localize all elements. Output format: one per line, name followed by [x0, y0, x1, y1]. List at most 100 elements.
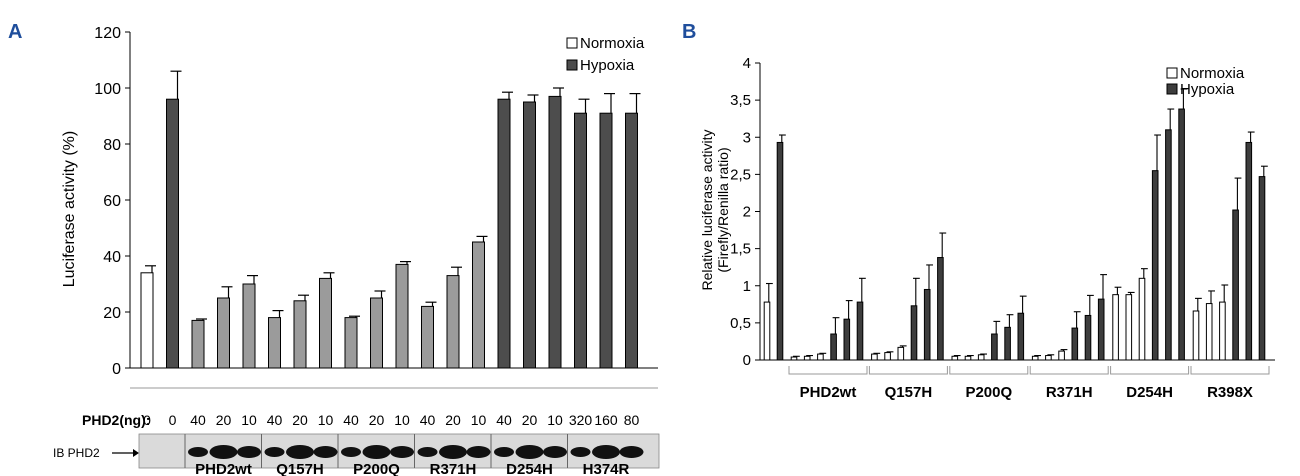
group-label-b: R371H [1046, 384, 1093, 401]
group-label-a: R371H [430, 461, 477, 476]
bar-b [991, 333, 998, 361]
bar-b [803, 355, 811, 361]
bar-b [1192, 310, 1200, 361]
bar-b [763, 301, 771, 361]
y-tick-label-b: 4 [743, 55, 751, 72]
group-label-b: D254H [1126, 384, 1173, 401]
bar-b [1232, 209, 1239, 361]
dose-label: 20 [369, 412, 385, 428]
dose-label: 20 [522, 412, 538, 428]
y-tick-label-a: 20 [103, 305, 121, 322]
western-blot-strip [138, 433, 660, 469]
group-label-a: D254H [506, 461, 553, 476]
blot-band [466, 446, 491, 458]
bar-b [871, 353, 878, 361]
bar-b [884, 352, 891, 361]
group-bracket-b [1110, 366, 1190, 375]
dose-label: 10 [471, 412, 487, 428]
legend-label-hypoxia-b: Hypoxia [1180, 81, 1235, 98]
dose-label: 0 [143, 412, 151, 428]
bar-b [1219, 301, 1226, 361]
y-axis-label-b: Relative luciferase activity [699, 129, 715, 290]
y-tick-label-a: 0 [112, 361, 121, 378]
y-tick-label-b: 1,5 [730, 241, 751, 258]
bar-b [964, 355, 972, 361]
bar-b [1031, 355, 1039, 361]
blot-band [264, 447, 285, 457]
blot-band [417, 447, 438, 457]
blot-band [494, 447, 514, 457]
panel-letter-b: B [682, 21, 696, 43]
dose-label: 40 [496, 412, 512, 428]
y-tick-label-b: 2,5 [730, 166, 751, 183]
bar-b [977, 354, 985, 361]
bar-b [897, 346, 905, 361]
panel-letter-a: A [8, 21, 22, 43]
blot-band [237, 446, 261, 458]
blot-band [209, 445, 238, 459]
group-labels-b: PHD2wt Q157H P200Q R371H D254H R398X [788, 366, 1270, 401]
bar-b [1151, 170, 1159, 361]
bar-a [370, 297, 383, 369]
blot-band [313, 446, 338, 458]
bar-b [1125, 294, 1133, 361]
blot-band [570, 447, 591, 457]
bar-b [1178, 108, 1185, 361]
bar-b [1205, 303, 1213, 361]
blot-band [592, 445, 620, 459]
bar-a [421, 305, 434, 369]
group-label-a: H374R [583, 461, 630, 476]
dose-label: 80 [624, 412, 640, 428]
legend-swatch-hypoxia-b [1166, 83, 1178, 95]
y-axis-label-b-line2: (Firefly/Renilla ratio) [715, 147, 731, 272]
group-label-a: P200Q [353, 461, 400, 476]
bar-b [843, 318, 851, 361]
bar-b [830, 333, 837, 361]
bar-b [1071, 327, 1079, 361]
dose-row-label: PHD2(ng): [82, 412, 150, 428]
group-label-b: PHD2wt [800, 384, 857, 401]
bar-b [910, 305, 918, 361]
blot-band [188, 447, 208, 457]
blot-band [362, 445, 391, 459]
bar-a [217, 297, 230, 369]
legend-label-normoxia-b: Normoxia [1180, 65, 1245, 82]
bar-a [191, 319, 205, 369]
bar-b [1058, 350, 1065, 361]
group-bracket-b [1190, 366, 1270, 375]
dose-labels-a: 0 0 40 20 10 40 20 10 40 20 10 40 20 10 40 20 10 320 160 80 [143, 412, 639, 428]
dose-label: 40 [190, 412, 206, 428]
bar-b [923, 288, 931, 361]
bar-b [951, 355, 959, 361]
bars-a [140, 70, 641, 369]
legend-a: Normoxia Hypoxia [566, 35, 645, 74]
y-tick-label-b: 3 [743, 129, 751, 146]
legend-label-normoxia: Normoxia [580, 35, 645, 52]
bar-b [1245, 141, 1253, 361]
bar-a [574, 112, 587, 369]
y-tick-label-b: 2 [743, 204, 751, 221]
y-tick-label-b: 0,5 [730, 315, 751, 332]
arrow-icon [112, 449, 139, 457]
bar-b [1258, 176, 1266, 361]
bar-a [140, 272, 154, 369]
bar-b [1017, 312, 1025, 361]
bar-a [242, 283, 256, 369]
blot-band [619, 446, 644, 458]
blot-band [286, 445, 314, 459]
y-tick-label-a: 120 [94, 25, 121, 42]
dose-label: 20 [445, 412, 461, 428]
bar-a [446, 275, 460, 369]
bar-b [790, 356, 798, 361]
group-label-a: Q157H [276, 461, 324, 476]
blot-band [341, 447, 361, 457]
dose-label: 10 [318, 412, 334, 428]
dose-label: 320 [569, 412, 593, 428]
legend-swatch-hypoxia [566, 59, 578, 71]
y-tick-label-a: 40 [103, 249, 121, 266]
group-bracket-b [868, 366, 948, 375]
group-bracket-b [788, 366, 868, 375]
group-labels-a: PHD2wt Q157H P200Q R371H D254H H374R [184, 434, 630, 476]
